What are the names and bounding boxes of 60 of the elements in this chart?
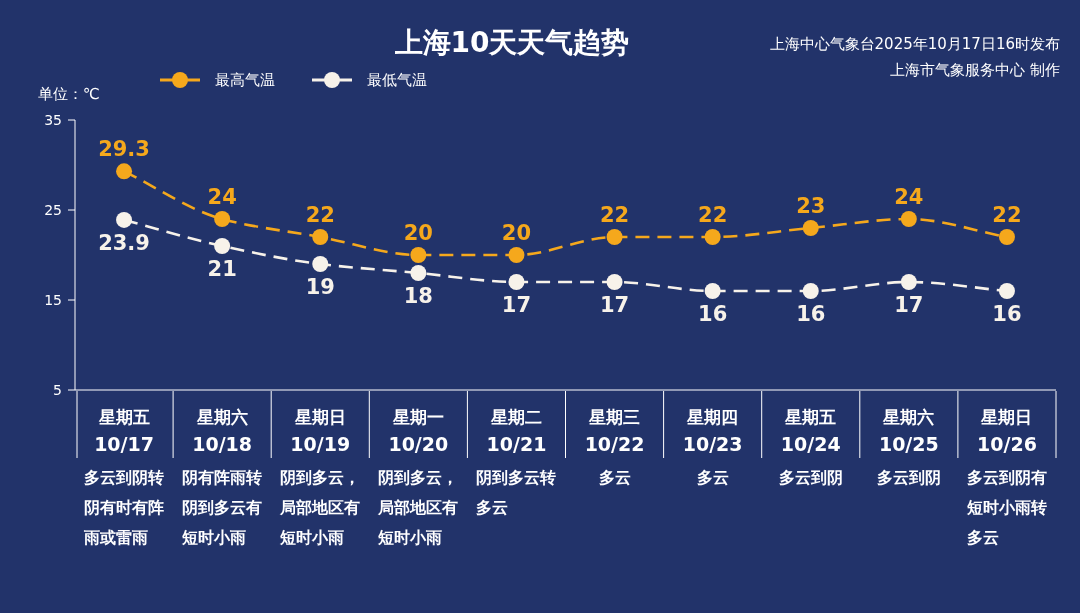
text: 上海中心气象台2025年10月17日16时发布	[769, 35, 1060, 53]
data-label: 29.3	[98, 137, 150, 162]
data-label: 24	[894, 185, 924, 209]
data-label: 20	[403, 221, 433, 245]
x-tick-label: 星期五 10/17 多云到阴转阴有时有阵雨或雷雨	[83, 407, 165, 547]
point	[410, 265, 427, 281]
point	[214, 211, 231, 227]
x-tick-label: 星期六 10/18 阴有阵雨转阴到多云有短时小雨	[181, 407, 263, 547]
data-label: 24	[207, 185, 237, 209]
data-label: 17	[894, 293, 924, 317]
data-label: 16	[992, 302, 1022, 326]
point	[116, 211, 133, 228]
point	[900, 274, 917, 290]
x-tick-label: 星期三 10/22 多云	[584, 407, 645, 487]
point	[802, 283, 819, 299]
point	[900, 211, 917, 227]
y-tick-label: 35	[44, 112, 62, 128]
data-label: 19	[305, 275, 335, 299]
point	[312, 229, 329, 245]
y-axis-title: 单位：℃	[38, 85, 100, 103]
data-label: 18	[403, 284, 433, 308]
point	[998, 283, 1015, 299]
data-label: 16	[698, 302, 728, 326]
data-label: 22	[599, 203, 630, 227]
point	[802, 220, 819, 236]
x-tick-label: 星期六 10/25 多云到阴	[876, 407, 941, 487]
y-tick-label: 15	[44, 292, 62, 308]
point	[606, 229, 623, 245]
data-label: 23.9	[98, 230, 150, 255]
point	[214, 238, 231, 254]
data-label: 22	[305, 203, 335, 227]
data-label: 17	[599, 293, 630, 317]
data-label: 22	[698, 203, 728, 227]
point	[704, 229, 721, 245]
point	[410, 247, 427, 263]
text: 上海市气象服务中心 制作	[890, 61, 1060, 79]
data-label: 23	[796, 194, 826, 218]
point	[998, 229, 1015, 245]
x-tick-label: 星期日 10/26 多云到阴有短时小雨转多云	[965, 407, 1047, 547]
x-tick-label: 星期一 10/20 阴到多云，局部地区有短时小雨	[377, 407, 459, 547]
x-tick-label: 星期五 10/24 多云到阴	[778, 407, 843, 487]
point	[312, 256, 329, 272]
data-label: 17	[501, 293, 532, 317]
data-label: 21	[207, 257, 237, 281]
point	[606, 274, 623, 290]
data-label: 16	[796, 302, 826, 326]
x-tick-label: 星期四 10/23 多云	[682, 407, 743, 487]
legend-label: 最低气温	[367, 71, 427, 89]
point	[704, 283, 721, 299]
legend-label: 最高气温	[215, 71, 275, 89]
point	[508, 247, 525, 263]
chart-title: 上海10天天气趋势	[393, 26, 630, 59]
x-tick-label: 星期日 10/19 阴到多云，局部地区有短时小雨	[279, 407, 361, 547]
y-tick-label: 25	[44, 202, 62, 218]
point	[508, 274, 525, 290]
y-tick-label: 5	[53, 382, 62, 398]
data-label: 20	[501, 221, 532, 245]
point	[116, 163, 133, 180]
data-label: 22	[992, 203, 1022, 227]
x-tick-label: 星期二 10/21 阴到多云转多云	[476, 407, 557, 517]
